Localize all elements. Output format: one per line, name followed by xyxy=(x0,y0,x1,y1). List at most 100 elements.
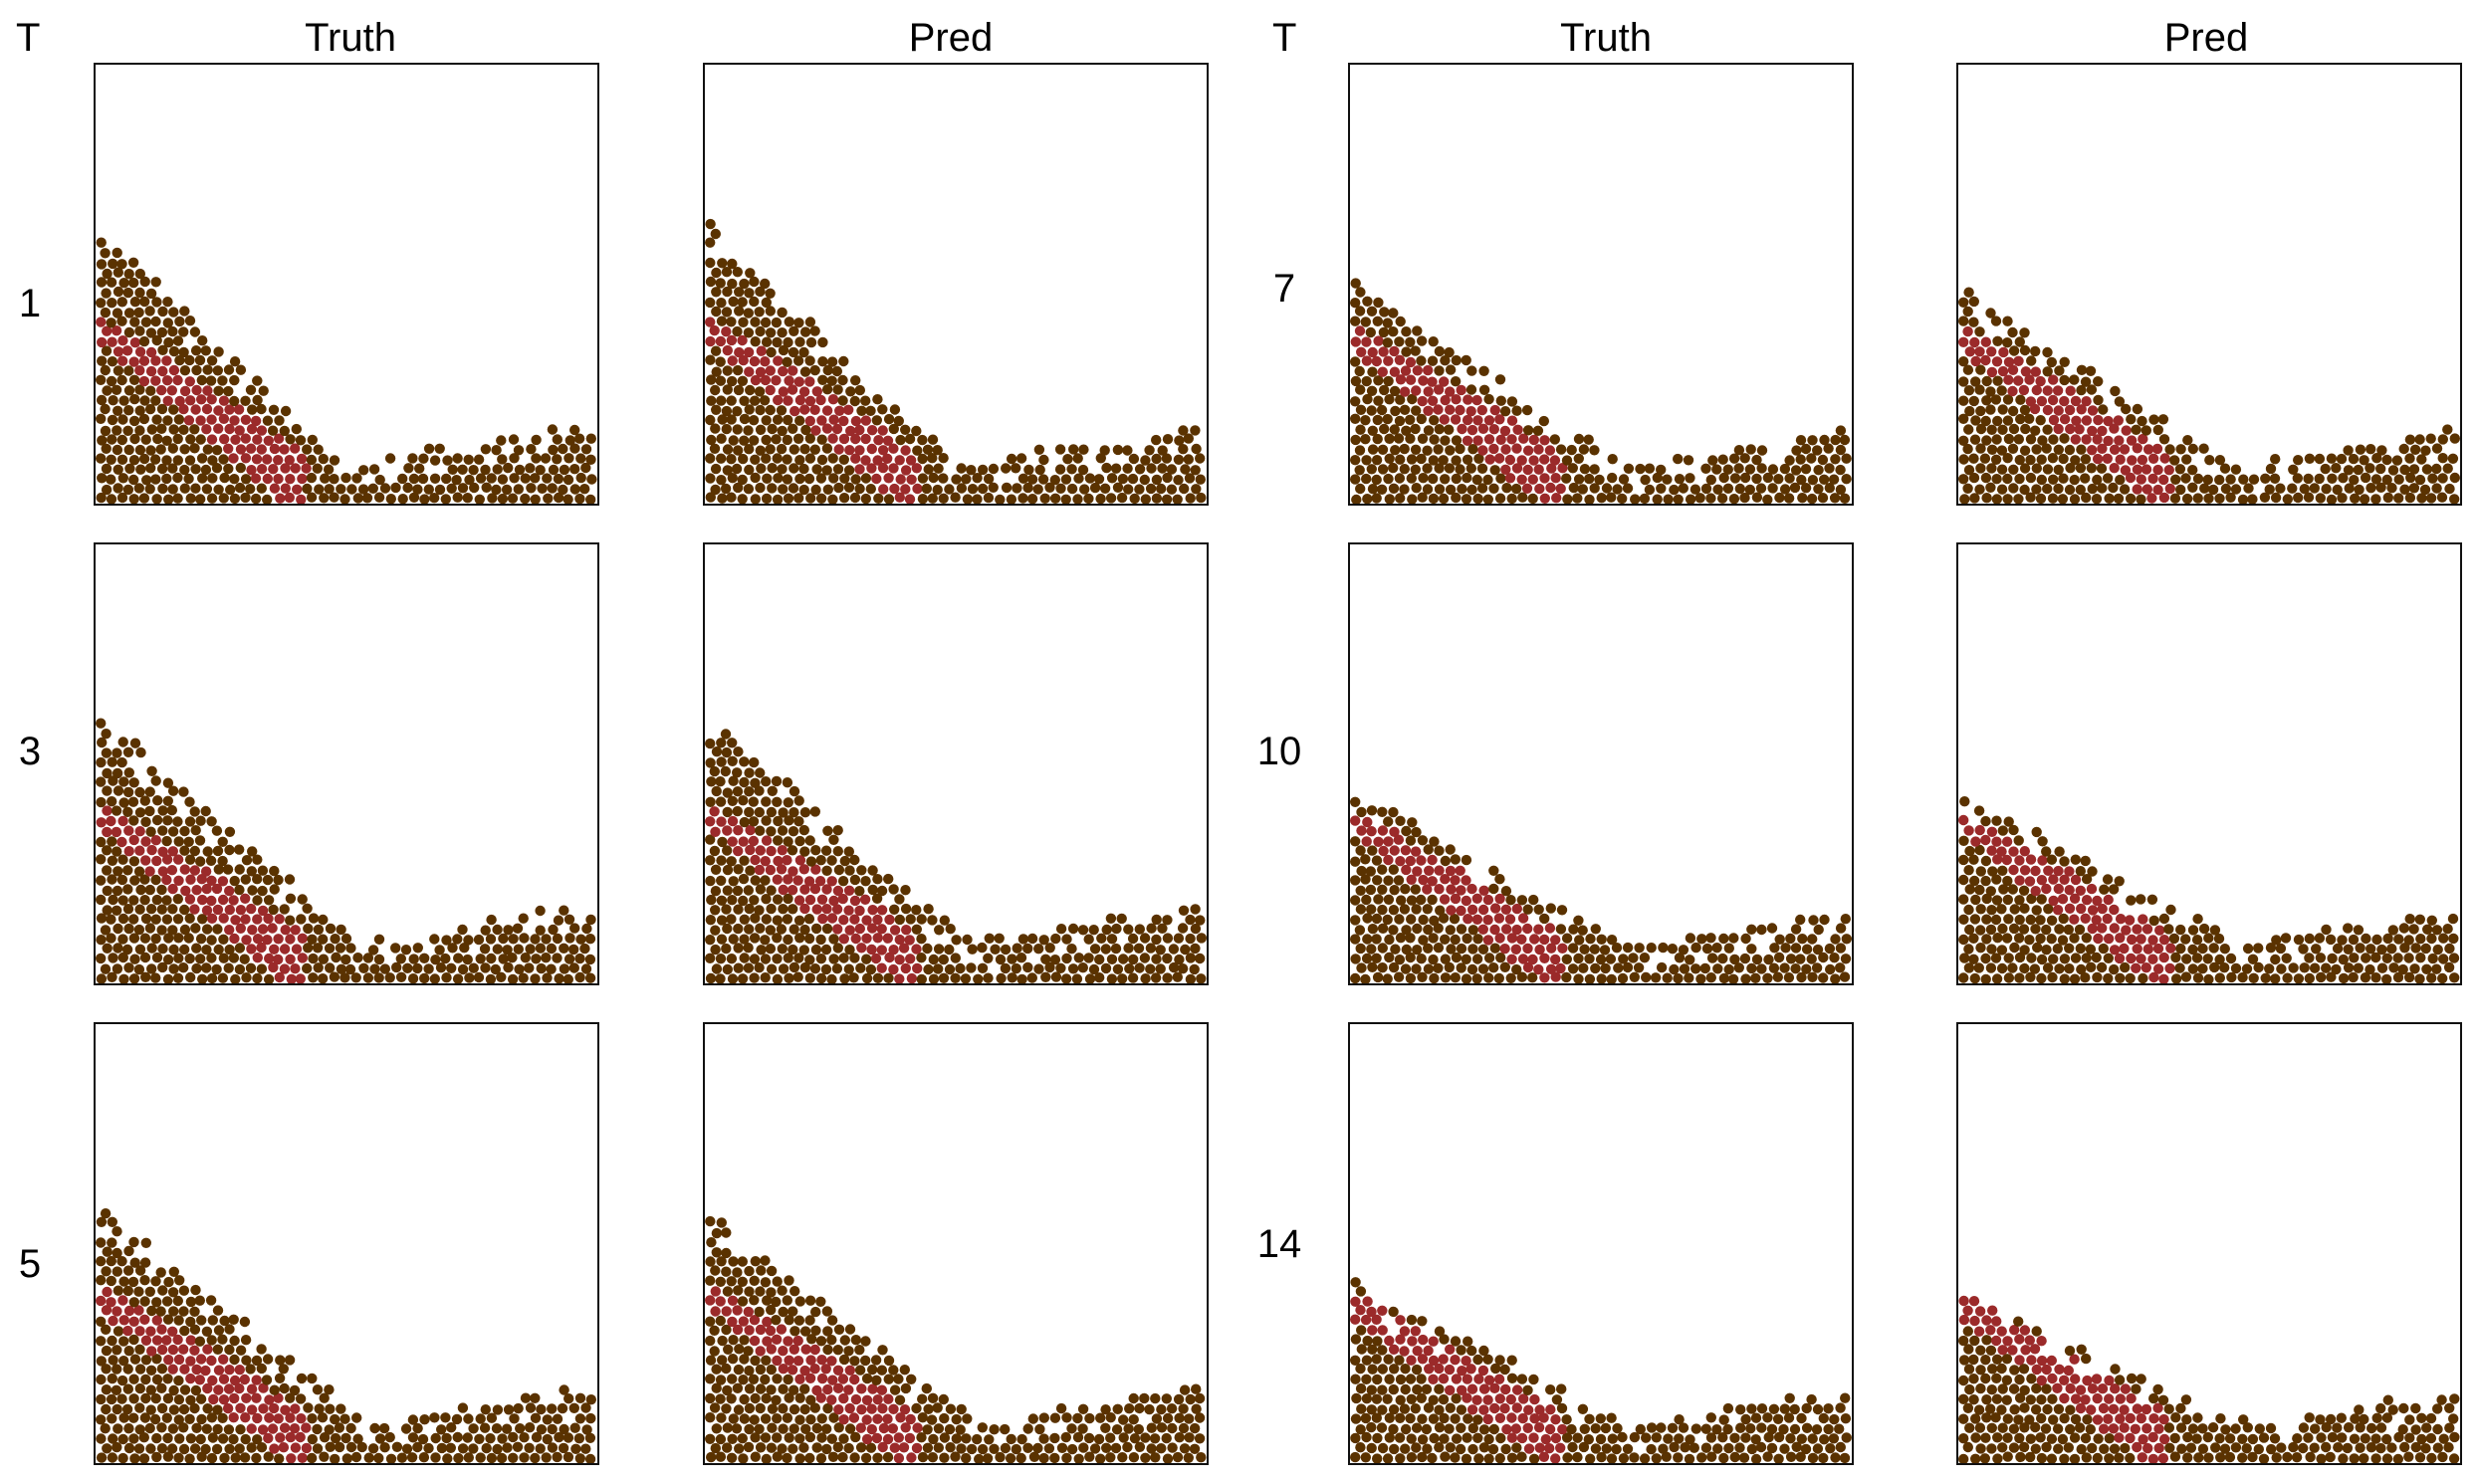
particle xyxy=(179,905,189,915)
particle xyxy=(113,785,123,795)
particle xyxy=(1439,1374,1449,1383)
particle xyxy=(2003,895,2013,905)
particle xyxy=(1400,444,1410,454)
particle xyxy=(1378,924,1388,934)
particle xyxy=(2404,453,2414,463)
particle xyxy=(1113,964,1123,974)
particle xyxy=(783,836,792,846)
particle xyxy=(833,1345,843,1355)
particle xyxy=(141,914,151,924)
particle xyxy=(722,1306,732,1316)
particle xyxy=(956,463,966,473)
particle xyxy=(1685,1454,1694,1463)
particle xyxy=(1156,1404,1166,1414)
particle xyxy=(1372,1394,1382,1404)
particle xyxy=(2449,1432,2459,1442)
particle xyxy=(476,1413,486,1423)
particle xyxy=(103,905,113,915)
particle xyxy=(264,974,274,983)
particle xyxy=(1791,445,1801,455)
particle xyxy=(103,1247,113,1257)
particle xyxy=(230,974,240,983)
particle xyxy=(839,455,849,465)
particle xyxy=(97,259,107,269)
particle xyxy=(2428,954,2438,963)
particle xyxy=(710,485,720,495)
particle xyxy=(1963,1403,1973,1413)
particle xyxy=(1774,493,1784,503)
particle xyxy=(1451,854,1461,864)
particle xyxy=(290,1423,300,1433)
particle xyxy=(895,954,905,964)
particle xyxy=(113,287,123,297)
particle xyxy=(1478,886,1488,896)
particle xyxy=(722,307,732,317)
particle xyxy=(1780,943,1790,953)
particle xyxy=(275,914,285,924)
particle xyxy=(740,817,750,827)
particle xyxy=(437,1443,447,1453)
particle xyxy=(135,945,145,954)
particle xyxy=(240,1412,250,1422)
particle xyxy=(252,1434,262,1444)
particle xyxy=(390,483,400,493)
particle xyxy=(2404,1414,2414,1424)
particle xyxy=(844,465,854,475)
particle xyxy=(716,1316,726,1326)
particle xyxy=(434,945,444,954)
particle xyxy=(757,346,767,356)
particle xyxy=(1612,1423,1622,1433)
panel-pred-t10 xyxy=(1956,542,2462,985)
particle xyxy=(191,944,201,954)
particle xyxy=(374,954,384,964)
particle xyxy=(810,365,820,375)
particle xyxy=(195,816,205,826)
particle xyxy=(303,1402,313,1412)
particle xyxy=(163,954,173,964)
particle xyxy=(2126,494,2136,504)
particle xyxy=(2432,443,2442,453)
particle xyxy=(474,455,484,465)
particle xyxy=(782,1453,791,1463)
particle xyxy=(877,905,887,915)
particle xyxy=(734,963,744,973)
particle xyxy=(102,1346,112,1356)
particle xyxy=(884,494,894,504)
particle xyxy=(1506,434,1516,444)
particle xyxy=(1522,405,1532,415)
particle xyxy=(734,1443,744,1453)
particle xyxy=(929,974,939,984)
particle xyxy=(1746,925,1756,935)
particle xyxy=(716,954,726,963)
particle xyxy=(1107,973,1117,983)
particle xyxy=(855,924,865,934)
particle xyxy=(888,1404,898,1414)
particle xyxy=(1705,493,1715,503)
particle xyxy=(123,1383,133,1393)
particle xyxy=(777,1324,787,1334)
particle xyxy=(97,356,107,366)
particle xyxy=(107,1237,116,1247)
particle xyxy=(2059,1413,2069,1423)
particle xyxy=(291,1442,301,1452)
particle xyxy=(241,1434,251,1444)
particle xyxy=(117,356,127,366)
particle xyxy=(2099,944,2109,954)
particle xyxy=(146,766,156,776)
particle xyxy=(135,1364,145,1374)
particle xyxy=(1407,1433,1417,1443)
particle xyxy=(771,1395,781,1405)
particle xyxy=(1494,1375,1504,1384)
particle xyxy=(952,1414,962,1424)
particle xyxy=(1456,906,1465,916)
particle xyxy=(1440,935,1450,945)
particle xyxy=(1652,1453,1662,1463)
particle xyxy=(738,475,748,485)
particle xyxy=(2138,1452,2147,1462)
particle xyxy=(2002,317,2012,326)
particle xyxy=(2093,1453,2103,1463)
particle xyxy=(179,1286,189,1296)
particle xyxy=(1355,325,1365,335)
particle xyxy=(1134,484,1144,494)
particle xyxy=(218,876,228,886)
